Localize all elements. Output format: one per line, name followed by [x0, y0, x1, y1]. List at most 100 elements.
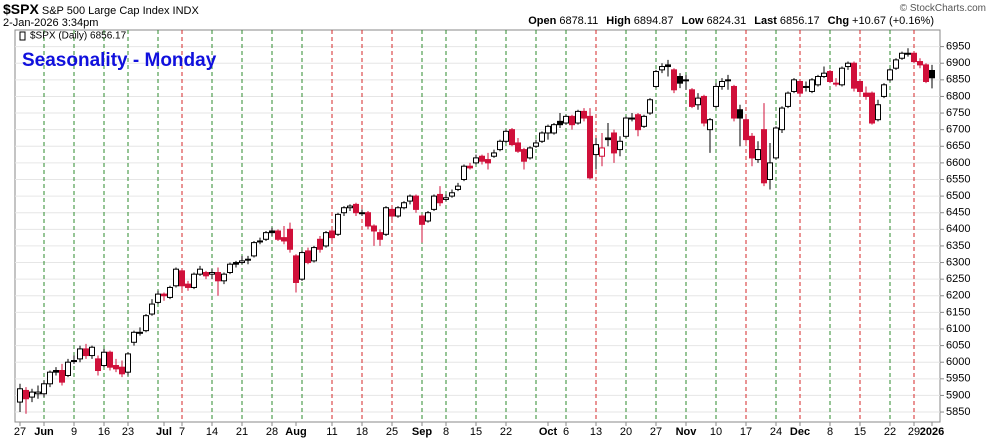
- candle-body: [503, 130, 509, 142]
- candle-body: [467, 165, 473, 169]
- candle-body: [881, 84, 887, 97]
- candle-body: [299, 252, 305, 280]
- candle-body: [887, 69, 893, 81]
- x-tick-label: Jul: [156, 426, 172, 438]
- candle-body: [491, 152, 497, 157]
- candle-body: [317, 238, 323, 250]
- candle-body: [791, 79, 797, 92]
- quote-label: Low: [681, 15, 704, 27]
- candle-body: [923, 64, 929, 82]
- y-tick-label: 6500: [946, 190, 970, 202]
- candle-body: [89, 346, 95, 357]
- candle-body: [341, 207, 347, 214]
- candle-body: [713, 85, 719, 107]
- y-tick-label: 6600: [946, 157, 970, 169]
- candle-body: [743, 119, 749, 141]
- candle-body: [845, 62, 851, 68]
- y-tick-label: 6650: [946, 140, 970, 152]
- candle-body: [395, 207, 401, 217]
- x-tick-label: Nov: [676, 426, 698, 438]
- x-tick-label: 11: [326, 426, 337, 438]
- x-tick-label: 14: [206, 426, 218, 438]
- candle-body: [23, 389, 29, 400]
- x-tick-label: 29: [908, 426, 920, 438]
- candle-body: [329, 230, 335, 239]
- y-tick-label: 6850: [946, 74, 970, 86]
- y-tick-label: 5950: [946, 373, 970, 385]
- y-tick-label: 6550: [946, 173, 970, 185]
- y-tick-label: 6250: [946, 273, 970, 285]
- x-tick-label: 10: [710, 426, 722, 438]
- candle-body: [419, 215, 425, 225]
- y-tick-label: 6350: [946, 240, 970, 252]
- candle-body: [797, 80, 803, 94]
- candle-body: [17, 388, 23, 403]
- candle-body: [707, 119, 713, 131]
- candle-body: [725, 79, 731, 82]
- y-tick-label: 6050: [946, 339, 970, 351]
- candle-body: [113, 365, 119, 370]
- candle-body: [371, 225, 377, 232]
- candle-body: [731, 85, 737, 119]
- candle-body: [539, 132, 545, 142]
- candle-body: [65, 361, 71, 376]
- y-tick-label: 5850: [946, 406, 970, 418]
- candle-body: [425, 212, 431, 222]
- candle-body: [773, 127, 779, 159]
- candle-body: [311, 247, 317, 262]
- candle-body: [611, 132, 617, 154]
- candle-body: [53, 370, 59, 373]
- candle-body: [149, 303, 155, 315]
- candle-body: [659, 66, 665, 71]
- candle-body: [455, 185, 461, 190]
- y-tick-label: 6000: [946, 356, 970, 368]
- x-tick-label: Jun: [34, 426, 54, 438]
- candle-body: [461, 165, 467, 180]
- quote-value: 6856.17: [779, 15, 820, 27]
- candle-body: [83, 348, 89, 357]
- x-tick-label: 16: [98, 426, 110, 438]
- candle-body: [167, 286, 173, 298]
- y-tick-label: 5900: [946, 389, 970, 401]
- candle-body: [653, 71, 659, 87]
- candle-body: [629, 117, 635, 120]
- x-tick-label: 6: [563, 426, 569, 438]
- candle-body: [227, 263, 233, 274]
- candle-body: [347, 205, 353, 209]
- candle-body: [575, 110, 581, 124]
- quote-value: 6878.11: [559, 15, 599, 27]
- x-tick-label: Oct: [539, 426, 558, 438]
- y-tick-label: 6800: [946, 90, 970, 102]
- candle-body: [185, 283, 191, 288]
- quote-label: Last: [754, 15, 777, 27]
- x-tick-label: 21: [236, 426, 248, 438]
- candle-body: [47, 371, 53, 385]
- candle-body: [683, 79, 689, 82]
- candle-body: [119, 366, 125, 375]
- candle-body: [863, 92, 869, 97]
- x-tick-label: 15: [854, 426, 866, 438]
- candle-body: [197, 268, 203, 275]
- candle-body: [203, 272, 209, 277]
- x-tick-label: 24: [770, 426, 782, 438]
- legend-icon: [19, 31, 26, 41]
- y-tick-label: 6700: [946, 124, 970, 136]
- candle-body: [557, 120, 563, 126]
- candle-body: [755, 149, 761, 161]
- candle-body: [431, 195, 437, 210]
- candle-body: [389, 208, 395, 217]
- candle-body: [209, 272, 215, 275]
- x-tick-label: Aug: [285, 426, 306, 438]
- candle-body: [623, 117, 629, 137]
- candle-body: [161, 293, 167, 297]
- candle-body: [701, 95, 707, 124]
- candle-body: [269, 230, 275, 234]
- candle-body: [857, 80, 863, 92]
- y-tick-label: 6900: [946, 57, 970, 69]
- legend-label: $SPX (Daily) 6856.17: [30, 31, 127, 42]
- candle-body: [815, 76, 821, 86]
- candle-body: [293, 255, 299, 283]
- candle-body: [641, 115, 647, 127]
- candle-body: [911, 52, 917, 63]
